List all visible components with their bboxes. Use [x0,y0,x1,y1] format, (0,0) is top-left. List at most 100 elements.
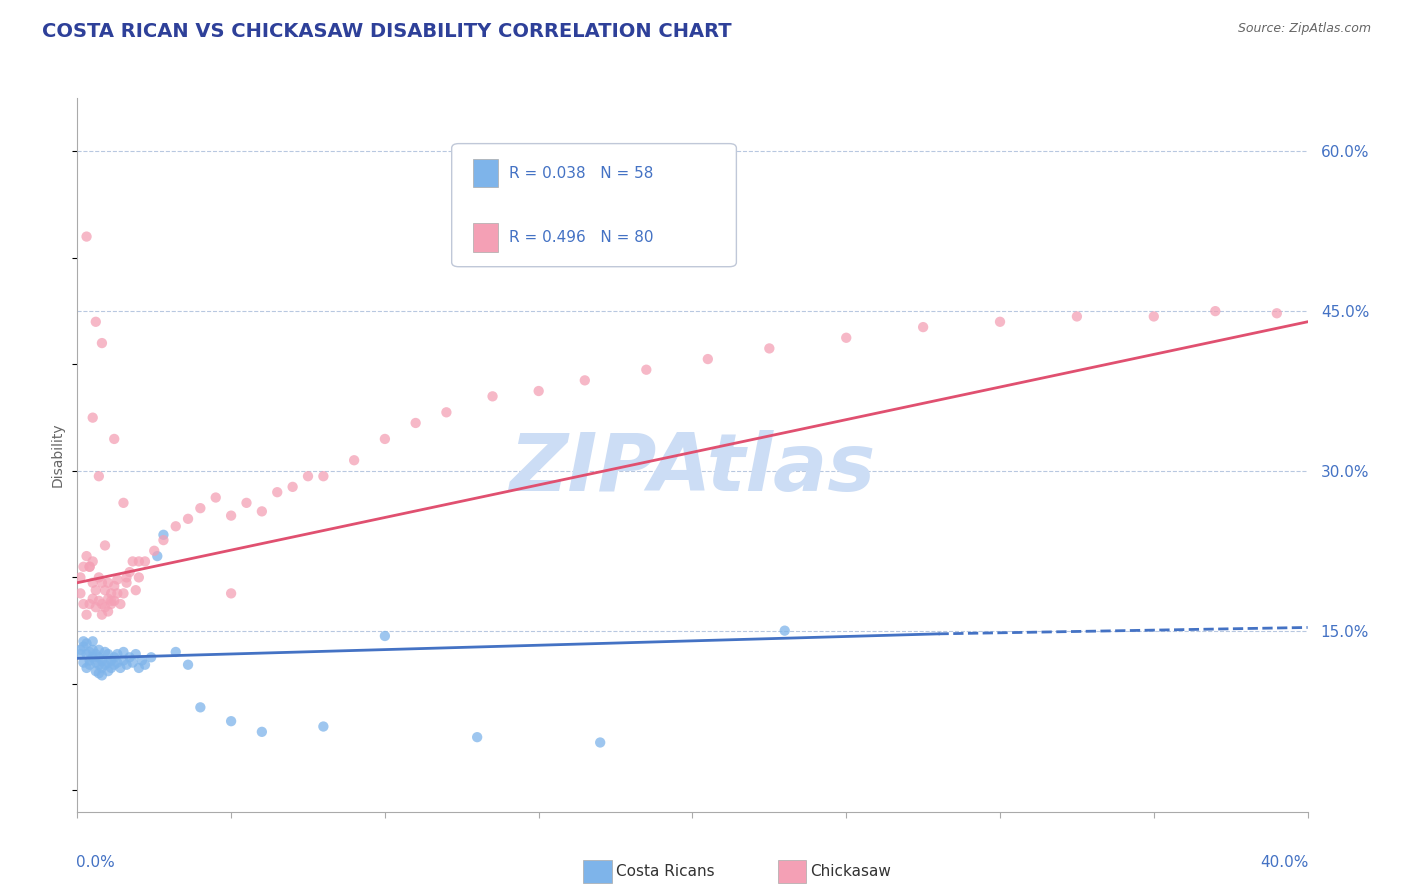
Text: Costa Ricans: Costa Ricans [616,864,714,879]
Point [912,320,935,334]
Point [177,657,200,672]
Y-axis label: Disability: Disability [51,423,65,487]
Point [82,650,104,665]
Point [266,485,288,500]
Text: 0.0%: 0.0% [76,855,115,870]
Point [84,583,107,598]
Point [87,469,110,483]
Point [696,352,718,367]
Point [82,643,104,657]
Point [79,657,101,672]
Point [118,565,141,579]
Point [110,597,132,611]
Point [131,653,153,667]
Point [112,653,135,667]
Point [76,636,98,650]
Point [79,559,101,574]
Point [465,730,488,744]
Point [72,656,94,670]
Point [76,549,98,563]
Point [97,664,120,678]
Point [87,570,110,584]
Point [134,657,156,672]
Point [1066,310,1088,324]
Point [219,586,242,600]
Point [90,653,114,667]
Point [90,336,114,351]
Point [281,480,304,494]
Point [1265,306,1288,320]
Point [90,575,114,590]
Point [481,389,503,403]
Point [188,700,212,714]
Point [103,432,125,446]
Point [82,591,104,606]
Point [100,594,122,608]
Point [219,508,242,523]
Point [94,645,117,659]
Point [76,229,98,244]
Point [79,559,101,574]
Point [72,634,94,648]
Point [177,512,200,526]
Text: ZIPAtlas: ZIPAtlas [509,430,876,508]
Point [128,570,150,584]
Point [110,661,132,675]
Point [118,650,141,665]
Point [72,559,94,574]
Point [115,570,138,584]
Point [589,735,612,749]
Point [250,724,273,739]
Point [69,586,91,600]
Point [105,586,128,600]
Point [343,453,366,467]
Point [87,643,110,657]
Point [835,331,858,345]
Point [103,594,125,608]
Point [97,656,120,670]
Point [82,410,104,425]
Point [204,491,226,505]
Point [773,624,796,638]
Point [115,657,138,672]
Point [103,579,125,593]
Point [84,664,107,678]
Point [76,647,98,661]
Point [141,650,163,665]
Point [1204,304,1226,318]
Point [250,504,273,518]
Point [90,597,114,611]
Point [84,315,107,329]
Point [90,668,114,682]
Point [79,645,101,659]
Point [527,384,550,398]
Point [90,661,114,675]
Point [152,533,174,548]
Point [94,538,117,552]
Text: Source: ZipAtlas.com: Source: ZipAtlas.com [1237,22,1371,36]
Point [125,583,148,598]
Point [100,661,122,675]
Point [76,607,98,622]
Point [165,519,187,533]
Point [988,315,1011,329]
Point [82,634,104,648]
Point [405,416,427,430]
Point [188,501,212,516]
Point [297,469,319,483]
Point [76,661,98,675]
Point [100,653,122,667]
Point [69,643,91,657]
Point [87,594,110,608]
Point [121,554,143,568]
Point [97,647,120,661]
Point [219,714,242,729]
Text: Chickasaw: Chickasaw [810,864,891,879]
Point [69,570,91,584]
Text: 40.0%: 40.0% [1260,855,1309,870]
Point [105,573,128,587]
Point [115,575,138,590]
Point [121,656,143,670]
Point [100,586,122,600]
Point [112,645,135,659]
